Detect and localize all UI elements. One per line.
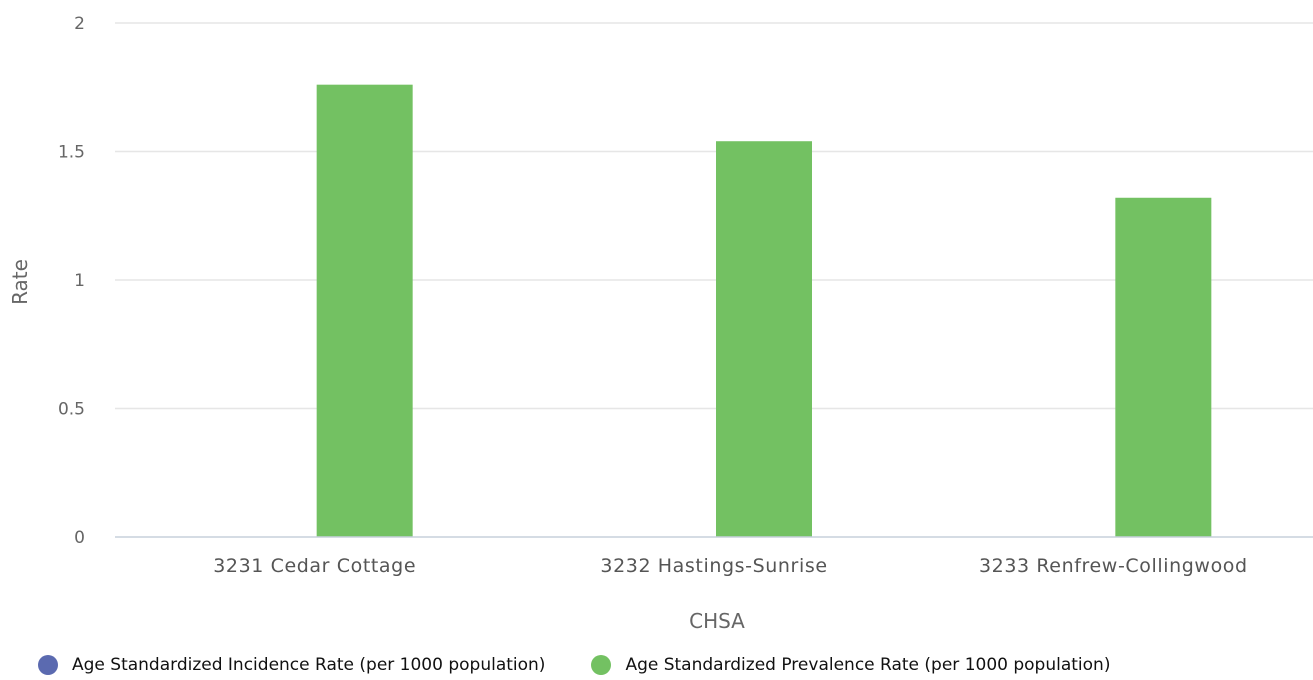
legend-marker-incidence xyxy=(38,655,58,675)
legend-item-prevalence[interactable]: Age Standardized Prevalence Rate (per 10… xyxy=(591,655,1110,675)
legend-item-incidence[interactable]: Age Standardized Incidence Rate (per 100… xyxy=(38,655,545,675)
y-tick-label: 0.5 xyxy=(58,400,85,420)
y-tick-label: 1.5 xyxy=(58,143,85,163)
gridlines xyxy=(115,22,1313,410)
bar-prevalence[interactable] xyxy=(716,141,812,537)
y-tick-label: 2 xyxy=(74,14,85,34)
x-axis-title: CHSA xyxy=(689,609,745,633)
bar-prevalence[interactable] xyxy=(316,84,413,538)
legend-marker-prevalence xyxy=(591,655,612,675)
x-tick-label: 3231 Cedar Cottage xyxy=(213,555,416,577)
y-tick-label: 0 xyxy=(74,528,85,548)
bar-prevalence[interactable] xyxy=(1115,197,1212,537)
x-tick-label: 3233 Renfrew-Collingwood xyxy=(979,555,1248,577)
legend-label-prevalence: Age Standardized Prevalence Rate (per 10… xyxy=(625,655,1111,675)
legend-label-incidence: Age Standardized Incidence Rate (per 100… xyxy=(72,655,546,675)
y-axis-ticks: 0 0.5 1 1.5 2 xyxy=(58,14,85,548)
y-axis-title: Rate xyxy=(8,259,32,305)
bars xyxy=(316,84,1212,538)
bar-chart: 0 0.5 1 1.5 2 3231 Cedar Cottage 3232 Hasting… xyxy=(8,14,1313,633)
x-axis-ticks: 3231 Cedar Cottage 3232 Hastings-Sunrise 3… xyxy=(213,555,1247,577)
x-tick-label: 3232 Hastings-Sunrise xyxy=(600,555,827,577)
legend: Age Standardized Incidence Rate (per 100… xyxy=(38,655,1156,675)
y-tick-label: 1 xyxy=(74,271,85,291)
